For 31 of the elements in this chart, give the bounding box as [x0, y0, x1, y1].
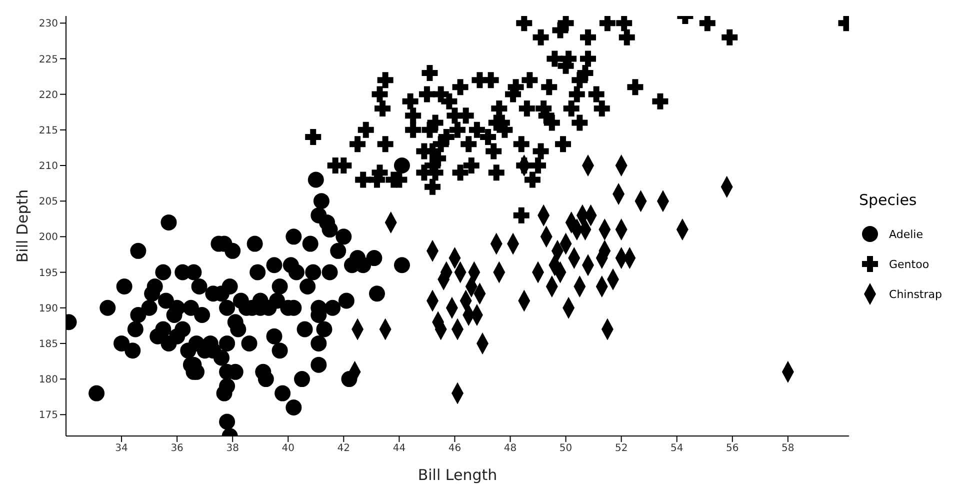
x-tick-label: 38 — [226, 443, 239, 454]
y-tick-label: 180 — [38, 374, 58, 386]
x-tick-label: 40 — [282, 443, 294, 454]
x-tick-label: 50 — [559, 443, 572, 454]
y-tick-label: 190 — [38, 303, 58, 314]
y-tick-label: 200 — [38, 232, 58, 244]
y-tick-label: 185 — [38, 339, 58, 350]
legend-label: Gentoo — [889, 258, 930, 270]
x-tick-label: 52 — [614, 443, 628, 454]
y-tick-label: 220 — [38, 90, 58, 101]
legend-label: Adelie — [889, 228, 923, 240]
y-tick-label: 210 — [38, 161, 58, 172]
x-tick-label: 58 — [782, 443, 794, 454]
x-tick-label: 42 — [337, 443, 350, 454]
x-tick-label: 44 — [392, 443, 406, 454]
x-tick-label: 34 — [115, 443, 128, 454]
y-axis-title: Bill Depth — [13, 189, 32, 263]
x-tick-label: 56 — [726, 443, 739, 454]
y-tick-label: 205 — [38, 196, 58, 208]
legend-label: Chinstrap — [889, 288, 942, 300]
legend-title: Species — [859, 191, 918, 209]
x-axis-title: Bill Length — [418, 466, 498, 484]
y-tick-label: 230 — [38, 18, 58, 30]
x-tick-label: 54 — [670, 443, 684, 454]
y-tick-label: 215 — [38, 125, 58, 136]
x-tick-label: 46 — [448, 443, 462, 454]
x-tick-label: 48 — [504, 443, 517, 454]
y-tick-label: 195 — [38, 268, 58, 279]
y-tick-label: 225 — [38, 54, 58, 66]
x-tick-label: 36 — [170, 443, 184, 454]
y-tick-label: 175 — [38, 410, 58, 422]
